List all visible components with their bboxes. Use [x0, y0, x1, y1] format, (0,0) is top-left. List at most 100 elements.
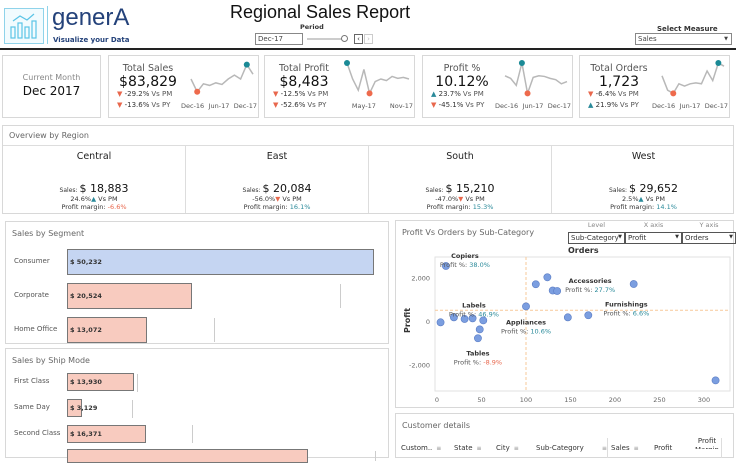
- column-header[interactable]: Sales ≡: [611, 444, 639, 452]
- kpi-card: Total Profit $8,483 ▼ -12.5% Vs PM ▼ -52.6% V…: [264, 55, 415, 118]
- next-button[interactable]: ›: [364, 34, 373, 44]
- region-margin: Profit margin: 16.1%: [186, 203, 368, 211]
- region-sales: Sales: $ 18,883: [3, 182, 185, 195]
- axis-label: Dec-16: [181, 102, 205, 110]
- brand-logo: generA: [52, 4, 130, 31]
- scatter-point: [479, 316, 488, 325]
- sort-icon[interactable]: ≡: [633, 445, 639, 452]
- column-header[interactable]: Profit: [654, 444, 672, 452]
- bar-home-office[interactable]: $ 13,072: [67, 317, 147, 343]
- y-tick-label: -2,000: [409, 361, 430, 369]
- scatter-point: [629, 280, 638, 288]
- change-suffix: Vs PM: [151, 90, 173, 98]
- sales-label: Sales:: [59, 187, 78, 194]
- sparkline-axis: May-17 Nov-17: [337, 102, 413, 110]
- region-name: South: [446, 151, 474, 162]
- sort-icon[interactable]: ≡: [476, 445, 482, 452]
- scatter-chart: Orders Profit 0 50 100 150 200 250 300 -2,000 0 2,0…: [403, 246, 731, 404]
- triangle-down-icon: ▼: [588, 90, 596, 98]
- region-margin: Profit margin: 15.3%: [369, 203, 551, 211]
- change-suffix: Vs PY: [307, 101, 327, 109]
- change-value: -56.0%: [252, 195, 276, 203]
- change-value: -52.6%: [280, 101, 306, 109]
- change-value: -29.2%: [124, 90, 150, 98]
- triangle-up-icon: ▲: [431, 90, 439, 98]
- shipmode-title: Sales by Ship Mode: [12, 356, 90, 365]
- region-east: East Sales: $ 20,084 -56.0%▼ Vs PM Profit m…: [186, 146, 369, 213]
- column-header[interactable]: State ≡: [454, 444, 482, 452]
- bar-consumer[interactable]: $ 50,232: [67, 249, 374, 275]
- bar-second-class[interactable]: $ 16,371: [67, 425, 146, 443]
- column-header[interactable]: Sub-Category ≡: [536, 444, 607, 452]
- change-value: -12.5%: [280, 90, 306, 98]
- bar-label: Second Class: [14, 429, 61, 437]
- annotation-name: Accessories: [569, 277, 612, 285]
- min-dot: [194, 88, 201, 95]
- region-sales: Sales: $ 29,652: [552, 182, 735, 195]
- scatter-point: [442, 262, 450, 270]
- sales-label: Sales:: [425, 187, 444, 194]
- axis-label: Dec-17: [233, 102, 257, 110]
- control-value: Profit: [628, 234, 647, 242]
- change-suffix: Vs PY: [151, 101, 171, 109]
- bar-label: Home Office: [14, 325, 58, 333]
- column-header[interactable]: City ≡: [496, 444, 519, 452]
- change-suffix: Vs PM: [307, 90, 329, 98]
- vs-label: Vs PM: [645, 195, 666, 203]
- annotation-name: Copiers: [451, 252, 479, 260]
- control-select[interactable]: Sub-Category ▼: [568, 232, 625, 244]
- header-divider: [0, 48, 736, 50]
- period-slider[interactable]: [307, 38, 343, 40]
- chevron-down-icon: ▼: [675, 234, 679, 240]
- min-dot: [366, 90, 373, 97]
- scatter-point: [436, 318, 445, 327]
- column-label: Sales: [611, 444, 630, 452]
- control-value: Sub-Category: [571, 234, 619, 242]
- measure-select[interactable]: Sales ▼: [635, 33, 732, 45]
- region-change: -47.0%▼ Vs PM: [369, 195, 551, 203]
- logo-icon: [4, 8, 44, 44]
- margin-label: Profit margin:: [426, 203, 471, 211]
- column-header[interactable]: Profit Margin: [693, 437, 721, 449]
- region-name: East: [266, 151, 288, 162]
- margin-value: 15.3%: [472, 203, 494, 211]
- bar-first-class[interactable]: $ 13,930: [67, 373, 135, 391]
- plot-area: [434, 256, 731, 392]
- sparkline-axis: Dec-16 Jun-17 Dec-17: [652, 102, 728, 110]
- region-west: West Sales: $ 29,652 2.5%▲ Vs PM Profit mar…: [552, 146, 735, 213]
- axis-label: Jun-17: [522, 102, 544, 110]
- sort-icon[interactable]: ≡: [513, 445, 519, 452]
- scatter-point: [522, 302, 530, 311]
- bar-corporate[interactable]: $ 20,524: [67, 283, 193, 309]
- margin-label: Profit margin:: [243, 203, 288, 211]
- region-name: Central: [76, 151, 112, 162]
- prev-button[interactable]: ‹: [354, 34, 363, 44]
- slider-handle[interactable]: [341, 35, 348, 42]
- control-select[interactable]: Profit ▼: [625, 232, 682, 244]
- bar-same-day[interactable]: $ 3,129: [67, 399, 97, 417]
- current-month-label: Current Month: [22, 73, 81, 82]
- sort-icon[interactable]: ≡: [436, 445, 442, 452]
- scatter-point: [475, 325, 484, 334]
- vs-label: Vs PM: [282, 195, 302, 203]
- scatter-point: [531, 280, 540, 289]
- kpi-pm-change: ▼ -29.2% Vs PM: [117, 90, 172, 98]
- region-south: South Sales: $ 15,210 -47.0%▼ Vs PM Profit …: [369, 146, 552, 213]
- sort-icon[interactable]: ≡: [601, 445, 607, 452]
- triangle-up-icon: ▲: [638, 195, 646, 203]
- x-tick-label: 0: [435, 396, 439, 404]
- x-tick-label: 100: [520, 396, 532, 404]
- scatter-point: [553, 287, 562, 295]
- sales-value: $ 15,210: [445, 182, 495, 195]
- kpi-title: Profit %: [443, 63, 481, 74]
- current-month-value: Dec 2017: [22, 84, 81, 98]
- sales-value: $ 29,652: [628, 182, 678, 195]
- kpi-value: $8,483: [279, 74, 329, 90]
- min-dot: [670, 90, 677, 97]
- kpi-title: Total Orders: [590, 63, 648, 74]
- annotation-name: Appliances: [506, 318, 546, 326]
- column-header[interactable]: Custom.. ≡: [401, 444, 441, 452]
- period-input[interactable]: Dec-17: [255, 33, 303, 45]
- bar-standard-class[interactable]: [67, 449, 308, 463]
- region-central: Central Sales: $ 18,883 24.6%▲ Vs PM Profit…: [3, 146, 186, 213]
